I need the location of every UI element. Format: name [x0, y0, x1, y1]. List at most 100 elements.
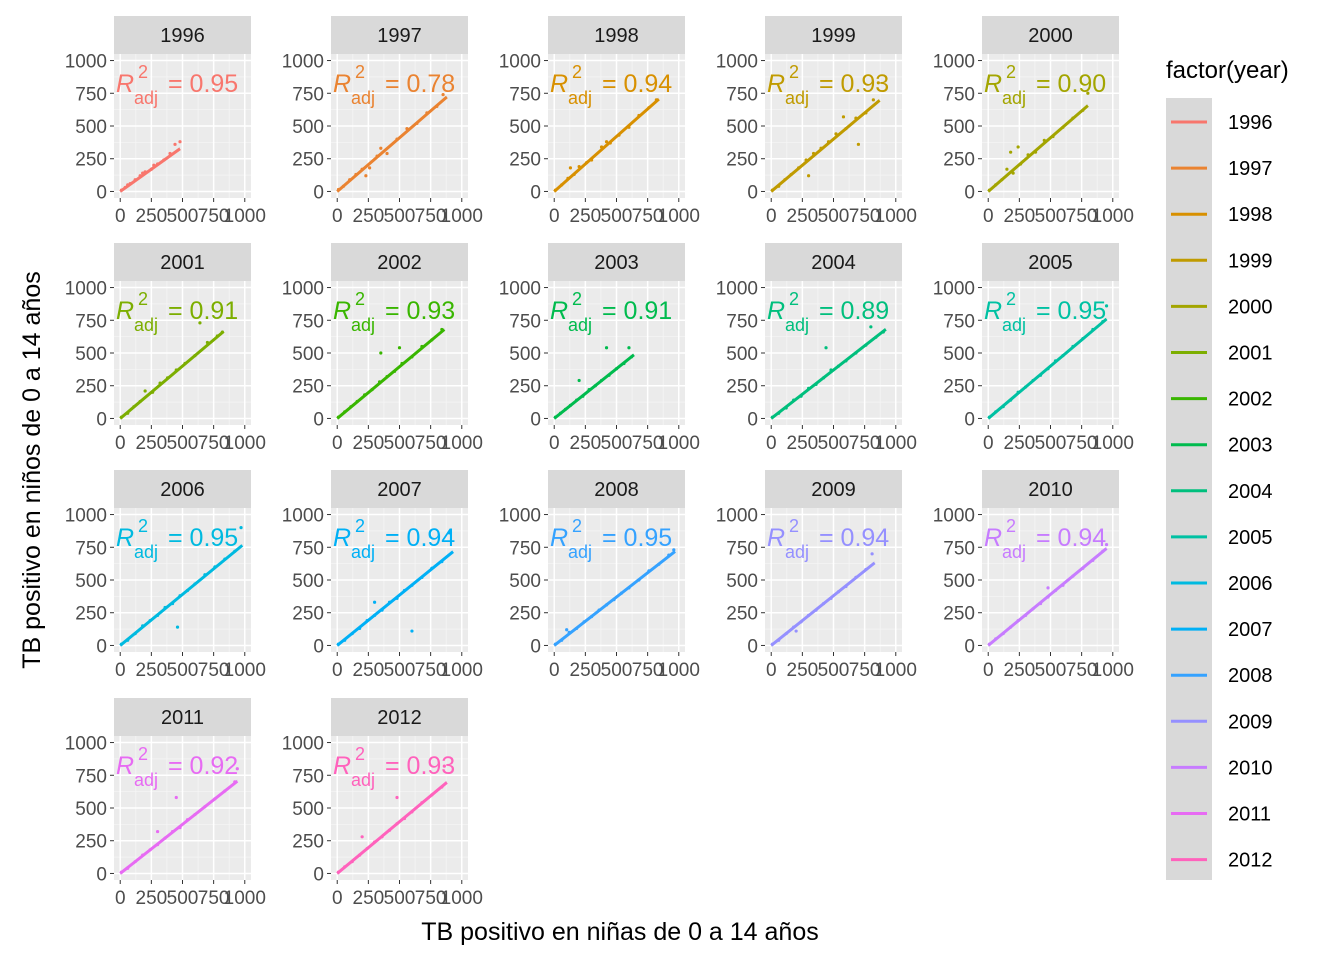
y-tick-label: 1000	[716, 52, 758, 73]
y-tick-label: 750	[292, 538, 324, 559]
x-tick-label: 1000	[658, 660, 700, 681]
data-point	[133, 860, 137, 864]
x-tick-label: 500	[818, 660, 850, 681]
r2-annotation: R	[550, 297, 568, 325]
y-tick-label: 0	[747, 636, 758, 657]
x-tick-label: 750	[1066, 660, 1098, 681]
data-point	[806, 386, 811, 390]
r2-annotation: R	[333, 524, 351, 552]
r2-superscript: 2	[789, 289, 799, 309]
y-tick-label: 750	[509, 84, 541, 105]
data-point	[814, 382, 818, 387]
r2-subscript: adj	[1002, 542, 1026, 562]
data-point	[619, 591, 624, 595]
data-point	[132, 405, 136, 409]
data-point	[165, 376, 170, 380]
data-point	[355, 399, 359, 404]
x-tick-label: 250	[136, 660, 168, 681]
r2-value: = 0.91	[602, 297, 672, 325]
data-point	[350, 632, 354, 636]
regression-line	[987, 104, 1089, 193]
x-tick-label: 250	[1004, 433, 1036, 454]
y-tick-label: 1000	[499, 506, 541, 527]
data-point	[126, 638, 130, 642]
data-point	[657, 562, 661, 566]
y-tick-label: 750	[75, 311, 107, 332]
facet-strip	[765, 243, 902, 281]
legend-label-2012: 2012	[1228, 850, 1273, 872]
y-tick-label: 500	[509, 344, 541, 365]
r2-annotation: R	[767, 297, 785, 325]
facet-strip	[982, 470, 1119, 508]
data-point	[844, 127, 848, 131]
x-tick-label: 750	[1066, 433, 1098, 454]
facet-strip	[331, 243, 468, 281]
y-tick-label: 500	[943, 117, 975, 138]
data-point	[363, 393, 367, 397]
data-point	[1033, 150, 1038, 154]
x-tick-label: 1000	[224, 660, 266, 681]
data-point	[233, 549, 237, 553]
facet-strip-label: 2009	[811, 479, 856, 501]
data-point	[358, 853, 362, 857]
data-point	[151, 390, 155, 394]
data-point	[360, 167, 364, 171]
x-tick-label: 750	[415, 660, 447, 681]
r2-value: = 0.93	[385, 752, 455, 780]
r2-symbol: R	[333, 297, 351, 325]
data-point	[336, 642, 341, 646]
data-point	[343, 410, 347, 414]
r2-superscript: 2	[355, 516, 365, 536]
legend-title: factor(year)	[1166, 57, 1289, 84]
data-point	[235, 767, 239, 771]
y-tick-label: 500	[943, 344, 975, 365]
data-point	[193, 582, 197, 586]
facet-strip-label: 2008	[594, 479, 639, 501]
facet-strip-label: 2003	[594, 252, 639, 274]
data-point	[126, 183, 130, 187]
data-point	[430, 338, 434, 342]
data-point	[392, 369, 397, 373]
data-point	[435, 104, 439, 108]
r2-annotation: R	[550, 70, 568, 98]
data-point	[203, 573, 207, 577]
facet-strip	[114, 16, 251, 54]
data-point	[158, 381, 162, 385]
data-point	[608, 141, 612, 145]
r2-value: = 0.91	[168, 297, 238, 325]
data-point	[789, 172, 793, 177]
data-point	[410, 629, 414, 633]
data-point	[174, 795, 178, 800]
x-tick-label: 250	[570, 433, 602, 454]
data-point	[1011, 171, 1015, 175]
r2-annotation: R	[767, 524, 785, 552]
facet-strip	[331, 698, 468, 736]
data-point	[375, 154, 379, 158]
r2-value: = 0.92	[168, 752, 238, 780]
y-tick-label: 1000	[499, 279, 541, 300]
data-point	[1026, 153, 1030, 157]
x-tick-label: 1000	[441, 660, 483, 681]
x-tick-label: 0	[983, 433, 994, 454]
x-tick-label: 1000	[441, 888, 483, 909]
r2-superscript: 2	[789, 516, 799, 536]
legend-label-1999: 1999	[1228, 250, 1273, 272]
data-point	[420, 344, 424, 349]
x-tick-label: 750	[198, 206, 230, 227]
data-point	[1081, 108, 1085, 112]
data-point	[794, 629, 798, 633]
x-tick-label: 500	[384, 433, 416, 454]
y-tick-label: 500	[75, 799, 107, 820]
legend-label-1998: 1998	[1228, 204, 1273, 226]
x-tick-label: 250	[353, 206, 385, 227]
data-point	[637, 578, 641, 582]
r2-symbol: R	[116, 297, 134, 325]
x-tick-label: 750	[632, 206, 664, 227]
data-point	[589, 158, 594, 162]
